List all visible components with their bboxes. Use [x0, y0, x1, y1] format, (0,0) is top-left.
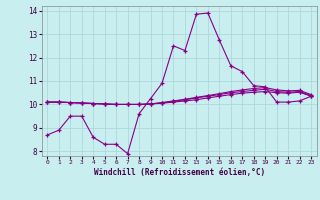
X-axis label: Windchill (Refroidissement éolien,°C): Windchill (Refroidissement éolien,°C): [94, 168, 265, 177]
